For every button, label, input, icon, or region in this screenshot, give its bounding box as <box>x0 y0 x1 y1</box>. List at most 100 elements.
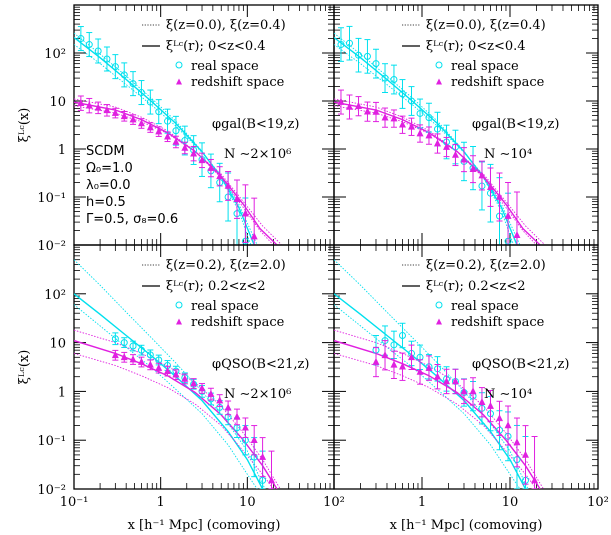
model-curve <box>334 44 521 245</box>
y-tick-label: 10² <box>44 47 66 62</box>
model-curve <box>74 304 258 489</box>
x-axis-title: x [h⁻¹ Mpc] (comoving) <box>390 518 543 533</box>
redshift-space-point <box>207 163 215 171</box>
y-tick-label: 10 <box>49 95 66 110</box>
real-space-point <box>372 60 380 68</box>
redshift-space-point <box>146 360 154 368</box>
real-space-point <box>137 89 145 97</box>
redshift-space-point <box>381 113 389 121</box>
real-space-point <box>77 35 85 43</box>
panel-bottom-right: 1 10 10² x [h⁻¹ Mpc] (comoving) ξ(z=0.2), ξ(… <box>333 244 609 533</box>
cosmology-param: SCDM <box>86 144 125 159</box>
real-space-point <box>137 346 145 354</box>
redshift-space-point <box>241 209 249 217</box>
redshift-space-point <box>531 476 539 484</box>
redshift-space-point <box>355 102 363 109</box>
real-space-point <box>129 342 137 350</box>
real-space-point <box>146 98 154 106</box>
redshift-space-point <box>250 436 258 444</box>
real-space-point <box>355 51 363 59</box>
redshift-space-point <box>103 106 111 114</box>
redshift-space-point <box>137 357 145 365</box>
legend-redshift-marker <box>176 318 182 325</box>
redshift-space-point <box>120 353 128 361</box>
legend-dotted-label: ξ(z=0.0), ξ(z=0.4) <box>166 18 286 33</box>
redshift-space-point <box>363 107 371 115</box>
redshift-space-point <box>85 101 93 109</box>
redshift-space-point <box>190 149 198 157</box>
legend-real-marker <box>175 61 183 69</box>
redshift-space-point <box>496 192 503 200</box>
model-curve <box>74 329 281 489</box>
real-space-point <box>408 97 416 105</box>
redshift-space-point <box>425 131 433 139</box>
panel-top-right: ξ(z=0.0), ξ(z=0.4) ξᴸᶜ(r); 0<z<0.4 real sp… <box>333 4 599 246</box>
selection-function-label: φQSO(B<21,z) <box>212 357 309 372</box>
x-tick-label: 1 <box>157 495 165 510</box>
legend-dotted-label: ξ(z=0.2), ξ(z=2.0) <box>426 258 546 273</box>
real-space-point <box>433 125 441 133</box>
redshift-space-point <box>346 102 353 110</box>
redshift-space-point <box>224 403 232 411</box>
redshift-space-point <box>408 122 415 130</box>
real-space-point <box>398 90 406 98</box>
redshift-space-point <box>398 362 406 370</box>
redshift-space-point <box>460 155 468 163</box>
x-tick-label: 10⁻¹ <box>60 495 89 510</box>
legend-solid-label: ξᴸᶜ(r); 0.2<z<2 <box>166 279 266 294</box>
legend: ξ(z=0.2), ξ(z=2.0) ξᴸᶜ(r); 0.2<z<2 real sp… <box>402 258 546 330</box>
legend-real-marker <box>435 301 443 309</box>
redshift-space-point <box>268 476 275 484</box>
redshift-space-point <box>443 377 451 385</box>
legend: ξ(z=0.0), ξ(z=0.4) ξᴸᶜ(r); 0<z<0.4 real sp… <box>402 18 546 90</box>
real-space-point <box>172 127 180 135</box>
redshift-space-point <box>381 351 389 359</box>
real-space-point <box>111 335 119 343</box>
model-curve <box>334 329 544 489</box>
model-curve <box>74 98 274 245</box>
sample-count-label: N ∼2×10⁶ <box>224 147 291 162</box>
legend: ξ(z=0.0), ξ(z=0.4) ξᴸᶜ(r); 0<z<0.4 real sp… <box>142 18 286 90</box>
redshift-space-point <box>190 379 198 387</box>
y-tick-label: 10² <box>44 288 66 303</box>
redshift-space-point <box>337 97 345 105</box>
data-points <box>337 25 521 245</box>
data-points <box>372 322 539 489</box>
redshift-space-point <box>233 412 241 420</box>
legend-redshift-label: redshift space <box>451 315 545 330</box>
redshift-space-point <box>434 372 441 380</box>
real-space-point <box>345 39 353 47</box>
real-space-point <box>111 63 119 71</box>
real-space-point <box>416 109 424 117</box>
y-tick-label: 10⁻¹ <box>37 191 66 206</box>
y-tick-label: 1 <box>58 143 66 158</box>
redshift-space-point <box>129 355 137 363</box>
redshift-space-point <box>181 374 189 382</box>
legend-redshift-marker <box>176 78 182 85</box>
data-points <box>111 332 275 489</box>
redshift-space-point <box>224 181 232 189</box>
x-tick-label: 10² <box>323 495 345 510</box>
redshift-space-point <box>496 414 503 422</box>
redshift-space-point <box>164 366 172 374</box>
cosmology-param: λ₀=0.0 <box>86 178 130 193</box>
redshift-space-point <box>155 363 163 371</box>
legend-redshift-marker <box>436 318 442 325</box>
legend-real-label: real space <box>451 59 519 74</box>
curves <box>334 259 544 489</box>
real-space-point <box>146 351 154 359</box>
y-tick-label: 10⁻² <box>37 239 66 254</box>
legend: ξ(z=0.2), ξ(z=2.0) ξᴸᶜ(r); 0.2<z<2 real sp… <box>142 258 286 330</box>
legend-real-label: real space <box>191 299 259 314</box>
x-axis-title: x [h⁻¹ Mpc] (comoving) <box>128 518 281 533</box>
redshift-space-point <box>486 183 494 191</box>
redshift-space-point <box>207 389 215 397</box>
real-space-point <box>390 76 398 84</box>
model-curve <box>74 259 266 489</box>
redshift-space-point <box>120 112 128 120</box>
x-tick-label: 10 <box>502 495 519 510</box>
redshift-space-point <box>486 401 494 409</box>
x-tick-label: 10² <box>587 495 609 510</box>
real-space-point <box>381 74 389 82</box>
